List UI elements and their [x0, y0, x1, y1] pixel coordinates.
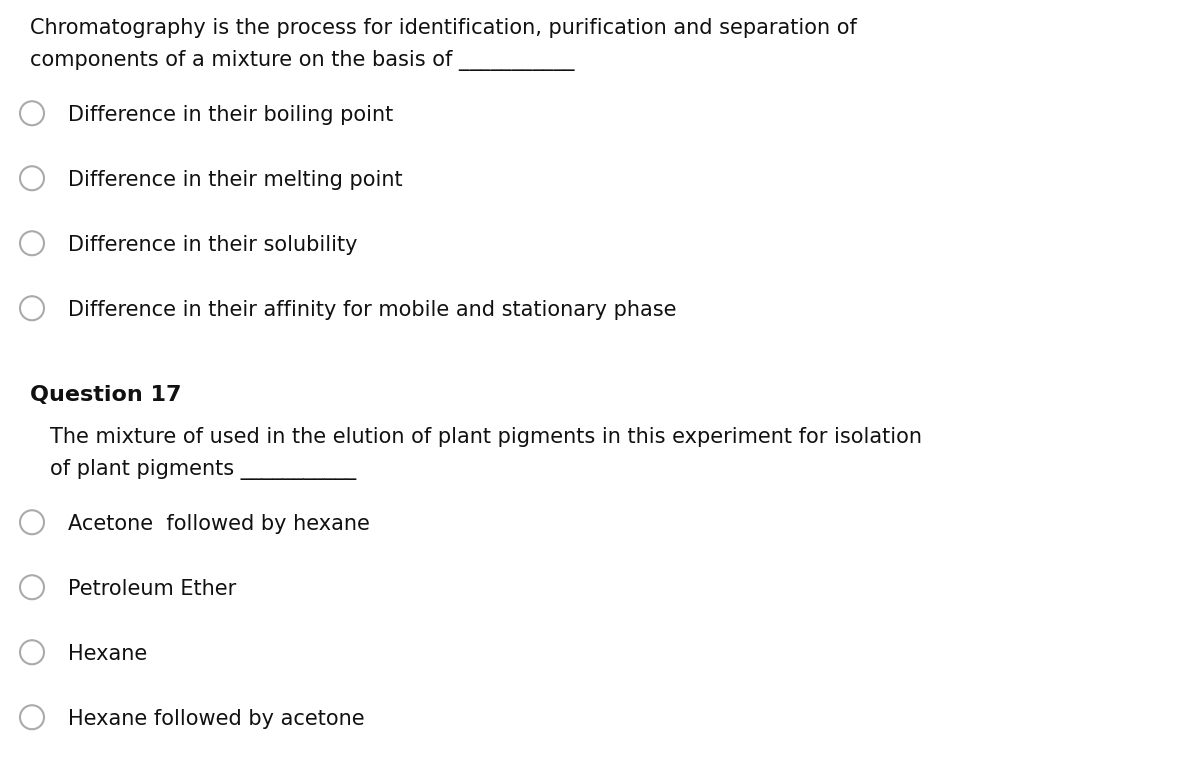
- Text: Difference in their melting point: Difference in their melting point: [68, 170, 403, 190]
- Text: Difference in their solubility: Difference in their solubility: [68, 235, 358, 255]
- Text: Acetone  followed by hexane: Acetone followed by hexane: [68, 514, 370, 534]
- Text: components of a mixture on the basis of ___________: components of a mixture on the basis of …: [30, 50, 575, 71]
- Text: Hexane followed by acetone: Hexane followed by acetone: [68, 709, 365, 729]
- Text: Difference in their affinity for mobile and stationary phase: Difference in their affinity for mobile …: [68, 300, 677, 320]
- Text: of plant pigments ___________: of plant pigments ___________: [50, 459, 356, 480]
- Text: Hexane: Hexane: [68, 644, 148, 664]
- Text: Difference in their boiling point: Difference in their boiling point: [68, 105, 394, 125]
- Text: Question 17: Question 17: [30, 385, 181, 405]
- Text: The mixture of used in the elution of plant pigments in this experiment for isol: The mixture of used in the elution of pl…: [50, 427, 922, 447]
- Text: Chromatography is the process for identification, purification and separation of: Chromatography is the process for identi…: [30, 18, 857, 38]
- Text: Petroleum Ether: Petroleum Ether: [68, 579, 236, 599]
